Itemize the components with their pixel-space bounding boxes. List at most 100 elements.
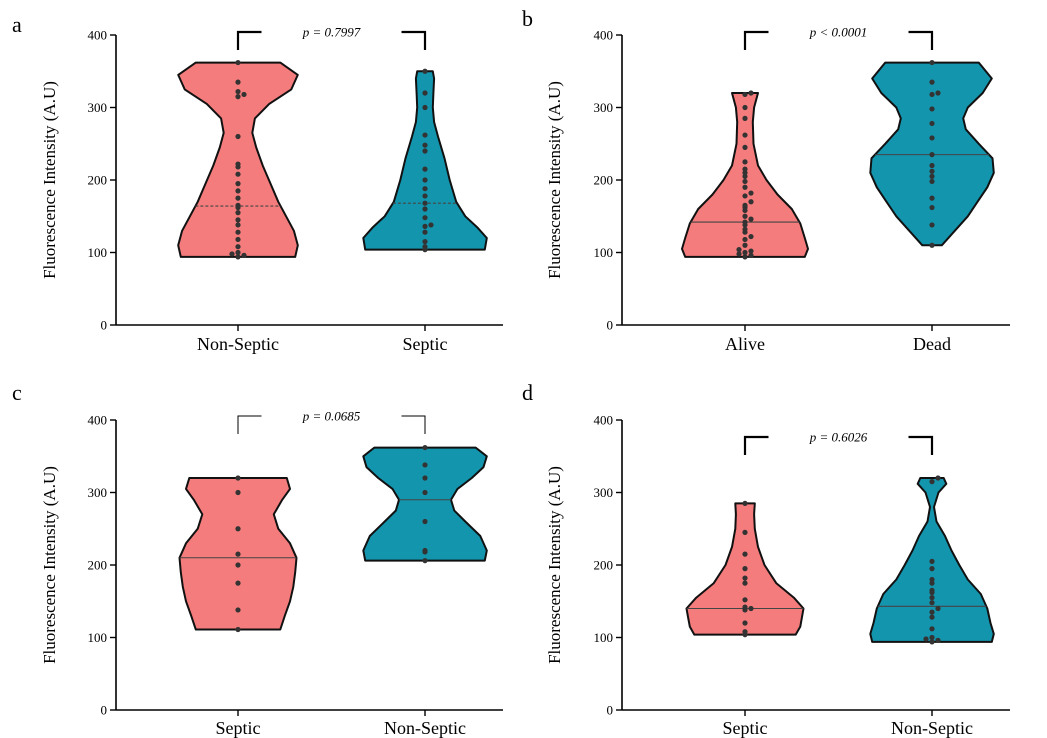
data-point (742, 213, 748, 219)
data-point (235, 236, 241, 243)
data-point (235, 249, 241, 256)
y-tick-label: 200 (88, 558, 108, 573)
data-point (235, 171, 241, 177)
y-tick-label: 400 (88, 413, 108, 428)
category-label: Non-Septic (197, 334, 279, 354)
data-point (235, 79, 241, 85)
data-point (422, 475, 428, 481)
data-point (742, 159, 748, 165)
bracket-left (743, 435, 769, 455)
bracket-left (236, 30, 262, 50)
data-point (748, 605, 754, 612)
data-point (742, 170, 748, 176)
y-tick-label: 0 (607, 703, 614, 718)
data-point (748, 216, 754, 222)
data-point (742, 173, 748, 179)
data-point (235, 88, 241, 95)
data-point (422, 462, 428, 468)
data-point (235, 229, 241, 235)
violin-0 (177, 61, 299, 258)
data-point (742, 500, 748, 506)
data-point (235, 626, 241, 633)
data-point (935, 90, 941, 96)
p-value-label: p = 0.0685 (302, 409, 361, 424)
data-point (742, 219, 748, 225)
y-tick-label: 100 (88, 245, 108, 260)
data-point (742, 575, 748, 581)
data-point (422, 186, 428, 192)
panel-b: b 0 100 200 300 400 Fluorescence Intensity (A.… (522, 6, 1010, 354)
data-point (422, 244, 428, 250)
data-point (422, 229, 428, 235)
y-tick-label: 200 (594, 173, 614, 188)
data-point (422, 132, 428, 138)
data-point (929, 195, 935, 201)
data-point (929, 558, 935, 564)
bracket-right (908, 30, 934, 50)
data-point (742, 193, 748, 199)
data-point (929, 222, 935, 228)
data-point (929, 609, 935, 615)
data-point (742, 580, 748, 586)
data-point (742, 144, 748, 150)
data-point (422, 68, 428, 74)
data-point (748, 248, 754, 254)
panel-letter: d (522, 380, 533, 405)
data-point (929, 626, 935, 632)
data-point (422, 90, 428, 96)
category-label: Septic (216, 718, 261, 738)
data-point (929, 135, 935, 141)
data-point (422, 215, 428, 221)
violin-1 (362, 70, 488, 251)
data-point (742, 178, 748, 185)
data-point (235, 133, 241, 140)
data-point (742, 597, 748, 603)
panel-letter: c (12, 380, 22, 405)
data-point (235, 562, 241, 568)
data-point (935, 637, 941, 644)
category-label: Alive (725, 334, 765, 354)
data-point (235, 222, 241, 228)
data-point (235, 475, 241, 481)
p-value-label: p = 0.7997 (302, 25, 361, 40)
data-point (742, 629, 748, 635)
data-point (742, 91, 748, 98)
data-point (929, 479, 935, 485)
data-point (422, 200, 428, 206)
bracket-right (401, 415, 426, 434)
p-value-label: p = 0.6026 (809, 430, 868, 445)
y-tick-label: 0 (101, 318, 108, 333)
data-point (235, 489, 241, 496)
category-label: Non-Septic (891, 718, 973, 738)
y-axis-label: Fluorescence Intensity (A.U) (545, 466, 564, 664)
data-point (422, 489, 428, 496)
data-point (422, 223, 428, 229)
y-tick-label: 100 (594, 245, 614, 260)
data-point (742, 551, 748, 557)
data-point (748, 90, 754, 96)
data-point (235, 551, 241, 557)
data-point (742, 529, 748, 535)
data-point (235, 580, 241, 586)
data-point (742, 202, 748, 208)
data-point (235, 526, 241, 532)
data-point (935, 475, 941, 481)
data-point (929, 152, 935, 158)
data-point (929, 595, 935, 601)
y-axis-label: Fluorescence Intensity (A.U) (40, 466, 59, 664)
panel-letter: a (12, 12, 22, 37)
data-point (422, 104, 428, 111)
data-point (929, 79, 935, 85)
data-point (929, 178, 935, 185)
data-point (422, 148, 428, 154)
y-tick-label: 300 (594, 100, 614, 115)
data-point (748, 199, 754, 205)
data-point (422, 177, 428, 183)
bracket-left (237, 415, 262, 434)
y-tick-label: 300 (88, 100, 108, 115)
y-tick-label: 100 (88, 630, 108, 645)
y-tick-label: 0 (101, 703, 108, 718)
data-point (422, 444, 428, 451)
data-point (235, 161, 241, 167)
data-point (929, 600, 935, 606)
